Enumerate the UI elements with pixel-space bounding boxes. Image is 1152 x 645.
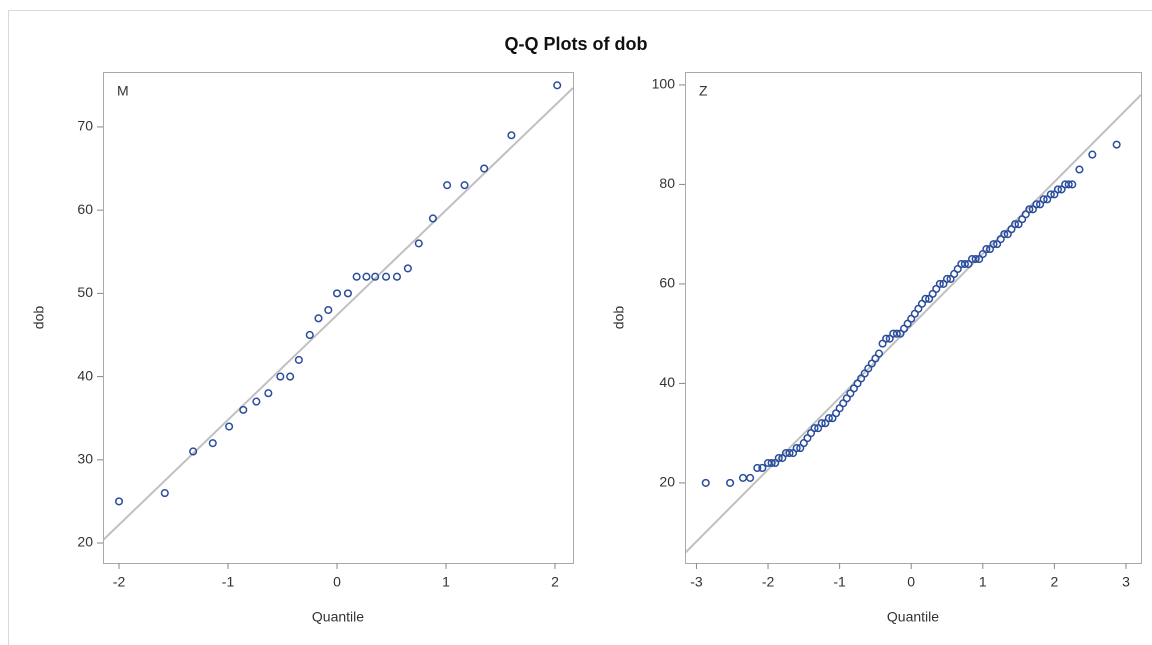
data-point [443, 181, 452, 190]
data-point [382, 272, 391, 281]
panel-label: M [117, 83, 129, 99]
panel-label: Z [699, 83, 708, 99]
y-tick-label: 40 [77, 367, 93, 383]
x-tick-label: -1 [222, 574, 235, 590]
data-point [1068, 180, 1077, 189]
data-point [1064, 180, 1073, 189]
data-point [960, 259, 969, 269]
data-point [824, 414, 833, 423]
data-point [1000, 230, 1009, 239]
data-point [1046, 190, 1055, 199]
data-point [726, 478, 735, 487]
data-point [208, 439, 217, 448]
x-tick-label: -1 [833, 574, 846, 590]
data-point [982, 245, 991, 254]
data-point [252, 397, 261, 406]
data-point [507, 131, 516, 140]
data-point [294, 355, 303, 364]
x-axis-label: Quantile [887, 609, 939, 625]
y-tick-label: 60 [77, 201, 93, 217]
data-point [460, 181, 469, 190]
data-point [1032, 200, 1041, 209]
data-point [480, 164, 489, 173]
y-tick-label: 20 [659, 474, 675, 490]
data-point [305, 330, 314, 340]
data-point [343, 289, 352, 298]
plot-frame [685, 72, 1142, 564]
data-point [921, 294, 930, 303]
data-point [371, 272, 380, 281]
y-tick-label: 100 [652, 76, 676, 92]
y-axis-label: dob [31, 306, 47, 330]
data-point [1039, 195, 1048, 204]
data-point [767, 458, 776, 468]
data-point [874, 349, 884, 358]
reference-line [685, 94, 1141, 554]
data-point [314, 314, 323, 323]
data-point [1053, 185, 1063, 194]
data-point [1088, 150, 1097, 159]
data-point [352, 272, 361, 281]
data-point [892, 329, 901, 338]
data-point [264, 389, 273, 398]
data-point [225, 422, 234, 431]
data-point [774, 453, 783, 463]
y-tick-label: 50 [77, 284, 93, 300]
data-point [276, 372, 285, 381]
data-point [1025, 205, 1034, 214]
y-tick-label: 30 [77, 451, 93, 467]
data-point [785, 449, 794, 458]
x-axis-label: Quantile [312, 609, 364, 625]
x-tick-label: -2 [113, 574, 126, 590]
x-tick-label: 2 [551, 574, 559, 590]
data-point [817, 419, 826, 428]
data-point [935, 279, 944, 288]
data-point [758, 463, 767, 473]
data-point [189, 447, 198, 456]
data-point [989, 240, 998, 249]
plot-frame [103, 72, 574, 564]
y-tick-label: 70 [77, 118, 93, 134]
x-tick-label: 3 [1122, 574, 1130, 590]
data-point [701, 478, 710, 487]
data-point [239, 405, 248, 414]
x-tick-label: 2 [1050, 574, 1058, 590]
y-tick-label: 80 [659, 175, 675, 191]
x-tick-label: 0 [333, 574, 341, 590]
reference-line [103, 87, 573, 541]
data-point [414, 239, 423, 248]
y-tick-label: 20 [77, 534, 93, 550]
y-axis-label: dob [611, 306, 627, 330]
data-point [160, 489, 169, 498]
data-point [810, 424, 819, 433]
data-point [428, 214, 437, 223]
data-point [1112, 140, 1121, 149]
data-point [332, 289, 342, 298]
data-point [392, 272, 402, 281]
data-point [971, 254, 980, 264]
data-point [553, 81, 562, 90]
chart-title: Q-Q Plots of dob [505, 34, 648, 54]
data-point [792, 444, 801, 453]
data-point [1075, 165, 1084, 174]
data-point [324, 305, 333, 315]
x-tick-label: -2 [762, 574, 775, 590]
x-tick-label: 1 [979, 574, 987, 590]
data-point [114, 497, 124, 506]
data-point [882, 334, 891, 343]
data-point [1010, 220, 1020, 229]
data-point [942, 274, 952, 283]
data-point [362, 272, 371, 281]
x-tick-label: -3 [690, 574, 703, 590]
x-tick-label: 1 [442, 574, 450, 590]
data-point [403, 264, 412, 273]
data-point [753, 463, 762, 473]
data-point [286, 372, 295, 381]
data-point [746, 473, 755, 482]
y-tick-label: 40 [659, 374, 675, 390]
y-tick-label: 60 [659, 275, 675, 291]
x-tick-label: 0 [907, 574, 915, 590]
